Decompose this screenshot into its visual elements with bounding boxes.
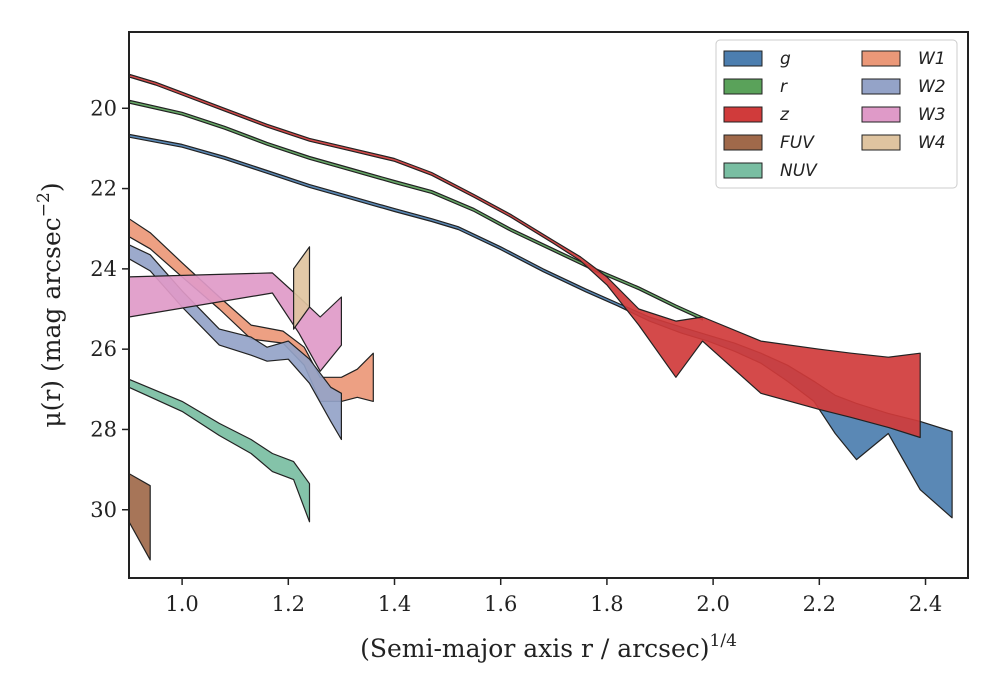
y-tick-label: 30 — [90, 498, 117, 522]
legend: grz FUV NUV W1 W2 W3 W4 — [715, 39, 958, 189]
legend-item-NUV: NUV — [723, 161, 818, 181]
legend-item-W1: W1 — [861, 49, 946, 69]
legend-item-W4: W4 — [861, 133, 946, 153]
legend-item-r: r — [723, 77, 788, 97]
y-tick-label: 20 — [90, 96, 117, 120]
x-tick-label: 1.8 — [590, 592, 623, 616]
x-tick-label: 2.2 — [803, 592, 836, 616]
y-tick-label: 22 — [90, 177, 117, 201]
band-g — [129, 133, 953, 519]
legend-item-g: g — [723, 49, 791, 69]
legend-item-W3: W3 — [861, 105, 946, 125]
legend-swatch — [861, 50, 901, 67]
bands-layer — [129, 73, 953, 561]
x-tick-label: 1.0 — [165, 592, 198, 616]
y-ticks-layer: 20 22 24 26 28 30 — [90, 96, 129, 522]
x-axis-label: (Semi-major axis r / arcsec)1/4 — [360, 631, 737, 663]
legend-swatch — [723, 162, 763, 179]
y-tick-label: 26 — [90, 337, 117, 361]
band-W4 — [293, 246, 311, 330]
legend-swatch — [861, 106, 901, 123]
legend-swatch — [723, 50, 763, 67]
plot-frame — [128, 31, 969, 579]
legend-item-z: z — [723, 105, 790, 125]
legend-item-FUV: FUV — [723, 133, 815, 153]
legend-label: W1 — [918, 49, 946, 69]
legend-swatch — [723, 106, 763, 123]
legend-swatch — [723, 134, 763, 151]
band-NUV — [129, 378, 311, 523]
band-W3 — [129, 272, 342, 372]
legend-label: W3 — [918, 105, 946, 125]
legend-label: W4 — [918, 133, 946, 153]
legend-swatch — [861, 134, 901, 151]
x-tick-label: 2.0 — [696, 592, 729, 616]
legend-box — [715, 39, 958, 189]
legend-swatch — [723, 78, 763, 95]
legend-label: r — [780, 77, 788, 97]
x-tick-label: 1.6 — [484, 592, 517, 616]
band-FUV — [129, 473, 151, 561]
legend-item-W2: W2 — [861, 77, 946, 97]
x-tick-label: 2.4 — [909, 592, 942, 616]
legend-label: g — [780, 49, 791, 69]
legend-label: z — [779, 105, 790, 125]
legend-label: FUV — [780, 133, 815, 153]
x-tick-label: 1.4 — [378, 592, 411, 616]
y-axis-label: μ(r) (mag arcsec−2) — [34, 182, 66, 427]
x-ticks-layer: 1.0 1.2 1.4 1.6 1.8 2.0 2.2 2.4 — [165, 578, 942, 616]
y-tick-label: 24 — [90, 257, 117, 281]
legend-label: W2 — [918, 77, 946, 97]
legend-swatch — [861, 78, 901, 95]
band-z — [129, 73, 921, 439]
y-tick-label: 28 — [90, 417, 117, 441]
x-tick-label: 1.2 — [272, 592, 305, 616]
legend-label: NUV — [780, 161, 818, 181]
